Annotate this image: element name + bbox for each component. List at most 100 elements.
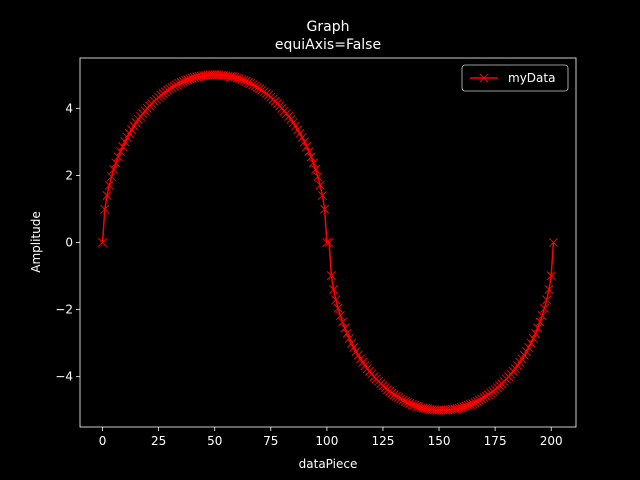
data-point <box>542 295 552 305</box>
y-tick-label: 0 <box>65 236 73 250</box>
data-point <box>113 152 123 162</box>
data-point <box>335 311 345 321</box>
data-point <box>317 190 327 201</box>
data-point <box>472 396 482 407</box>
y-tick-label: −2 <box>55 303 73 317</box>
data-point <box>315 180 325 190</box>
data-point <box>246 78 256 89</box>
legend-marker <box>479 73 489 83</box>
data-point <box>120 137 130 147</box>
data-point <box>465 399 476 410</box>
y-tick-label: 2 <box>65 168 73 182</box>
data-point <box>165 84 175 94</box>
data-point <box>248 80 258 90</box>
data-point <box>400 396 410 407</box>
x-axis-label: dataPiece <box>299 457 358 471</box>
data-point <box>524 342 534 353</box>
data-point <box>347 338 357 348</box>
data-point <box>241 76 251 87</box>
data-point <box>394 392 404 403</box>
data-point <box>252 82 262 93</box>
data-point <box>436 405 446 415</box>
data-point <box>331 295 341 305</box>
data-point <box>210 70 220 80</box>
data-point <box>299 137 309 147</box>
data-point <box>297 132 307 143</box>
data-point <box>324 237 334 248</box>
data-point <box>537 311 547 321</box>
data-point <box>111 158 121 168</box>
x-tick-label: 125 <box>372 434 395 448</box>
x-tick-label: 200 <box>540 434 563 448</box>
data-point <box>243 77 253 88</box>
data-point <box>326 271 336 281</box>
data-point <box>255 84 265 94</box>
data-point <box>470 397 480 408</box>
data-point <box>338 317 348 327</box>
data-point <box>533 323 543 333</box>
x-tick-label: 100 <box>315 434 338 448</box>
data-point <box>333 303 343 313</box>
data-point <box>320 204 330 214</box>
chart-subtitle: equiAxis=False <box>275 37 381 53</box>
data-point <box>163 85 173 95</box>
legend-box <box>461 64 569 92</box>
x-tick-label: 175 <box>484 434 507 448</box>
data-point <box>481 391 491 401</box>
data-point <box>250 81 260 91</box>
data-point <box>322 237 332 248</box>
data-point <box>430 405 440 415</box>
data-point <box>100 204 110 214</box>
data-point <box>106 172 117 182</box>
y-tick-label: −4 <box>55 370 73 384</box>
legend-label: myData <box>508 71 555 85</box>
data-point <box>313 172 323 182</box>
data-point <box>102 190 112 201</box>
data-point <box>403 397 413 408</box>
data-point <box>474 395 484 405</box>
data-point <box>468 398 478 409</box>
data-point <box>169 81 179 91</box>
data-point <box>535 317 545 327</box>
data-point <box>398 395 408 405</box>
chart-title: Graph <box>307 19 350 35</box>
data-point <box>311 164 321 174</box>
data-point <box>432 405 442 415</box>
data-point <box>396 394 406 404</box>
data-point <box>109 164 119 174</box>
data-point <box>391 391 401 401</box>
data-point <box>302 142 312 152</box>
data-point <box>342 328 352 338</box>
data-point <box>344 333 354 343</box>
data-point <box>306 152 316 162</box>
data-point <box>176 77 186 88</box>
data-point <box>539 303 550 313</box>
data-point <box>239 75 249 86</box>
y-tick-label: 4 <box>65 101 73 115</box>
data-point <box>118 142 128 152</box>
data-point <box>205 70 215 80</box>
data-point <box>329 284 339 295</box>
data-point <box>172 80 182 90</box>
x-tick-label: 50 <box>207 434 222 448</box>
data-point <box>546 271 556 281</box>
data-point <box>207 70 218 80</box>
data-point <box>97 237 108 248</box>
data-point <box>174 78 184 89</box>
x-tick-label: 150 <box>428 434 451 448</box>
data-point <box>389 390 399 400</box>
axes-frame <box>79 57 577 428</box>
data-point <box>104 180 114 190</box>
x-tick-label: 75 <box>263 434 278 448</box>
data-point <box>544 284 554 295</box>
x-tick-label: 0 <box>99 434 107 448</box>
data-point <box>203 70 213 80</box>
data-point <box>340 323 350 333</box>
data-point <box>308 158 318 168</box>
x-tick-label: 25 <box>151 434 166 448</box>
data-point <box>548 237 559 248</box>
data-point <box>526 338 536 348</box>
data-point <box>477 394 487 404</box>
y-axis-label: Amplitude <box>29 211 43 273</box>
